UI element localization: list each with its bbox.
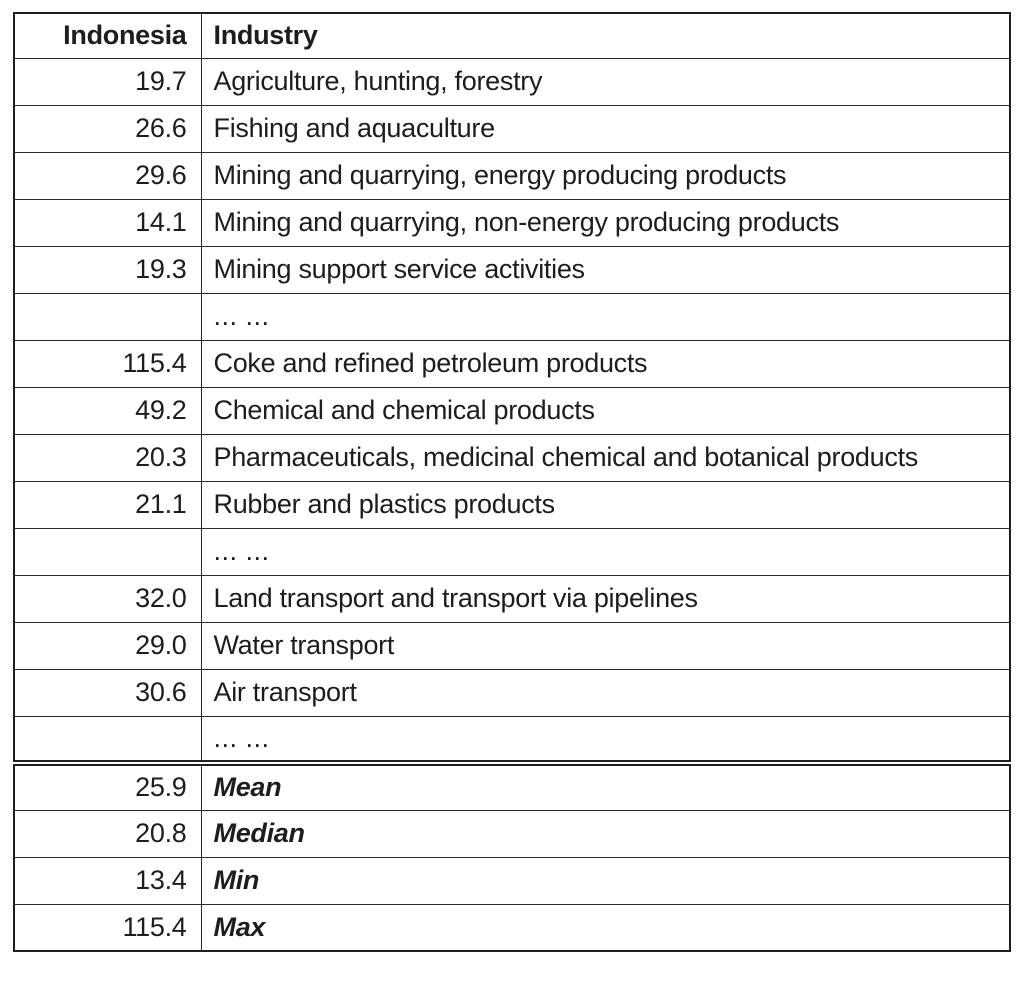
table-row: 14.1 Mining and quarrying, non-energy pro… [13,198,1011,247]
table-row: 13.4 Min [13,856,1011,905]
header-row: Indonesia Industry [13,12,1011,59]
value-cell: 26.6 [13,104,202,153]
value-cell: 20.3 [13,433,202,482]
value-cell: 29.6 [13,151,202,200]
industry-cell: Mining and quarrying, energy producing p… [200,151,1011,200]
industry-cell: Air transport [200,668,1011,717]
value-cell [13,527,202,576]
value-cell: 32.0 [13,574,202,623]
table-row: 20.8 Median [13,809,1011,858]
table-row: 25.9 Mean [13,760,1011,811]
industry-cell: Median [200,809,1011,858]
industry-cell: Chemical and chemical products [200,386,1011,435]
value-cell: 30.6 [13,668,202,717]
industry-cell: Mean [200,760,1011,811]
column-header-indonesia: Indonesia [13,12,202,59]
value-cell: 115.4 [13,903,202,952]
table-row: 29.0 Water transport [13,621,1011,670]
value-cell [13,715,202,764]
table-body: 19.7 Agriculture, hunting, forestry 26.6 Fi… [13,57,1011,952]
industry-cell: Agriculture, hunting, forestry [200,57,1011,106]
value-cell: 20.8 [13,809,202,858]
industry-table: Indonesia Industry 19.7 Agriculture, hunt… [13,12,1011,952]
table-row: ... ... [13,527,1011,576]
column-header-industry: Industry [200,12,1011,59]
table-row: 26.6 Fishing and aquaculture [13,104,1011,153]
table-row: 32.0 Land transport and transport via pip… [13,574,1011,623]
table-row: 19.3 Mining support service activities [13,245,1011,294]
industry-cell: Coke and refined petroleum products [200,339,1011,388]
table-row: ... ... [13,715,1011,764]
value-cell: 29.0 [13,621,202,670]
industry-cell: Fishing and aquaculture [200,104,1011,153]
table-row: 30.6 Air transport [13,668,1011,717]
industry-cell: Pharmaceuticals, medicinal chemical and … [200,433,1011,482]
value-cell: 13.4 [13,856,202,905]
table-row: 115.4 Coke and refined petroleum products [13,339,1011,388]
table-row: 29.6 Mining and quarrying, energy produci… [13,151,1011,200]
industry-cell: Mining and quarrying, non-energy produci… [200,198,1011,247]
value-cell: 25.9 [13,760,202,811]
value-cell: 19.3 [13,245,202,294]
value-cell: 49.2 [13,386,202,435]
industry-cell: Rubber and plastics products [200,480,1011,529]
table-row: 115.4 Max [13,903,1011,952]
industry-cell: ... ... [200,292,1011,341]
table-row: ... ... [13,292,1011,341]
table-row: 19.7 Agriculture, hunting, forestry [13,57,1011,106]
industry-cell: Mining support service activities [200,245,1011,294]
table-row: 49.2 Chemical and chemical products [13,386,1011,435]
industry-cell: Water transport [200,621,1011,670]
value-cell [13,292,202,341]
table-row: 20.3 Pharmaceuticals, medicinal chemical … [13,433,1011,482]
industry-cell: Land transport and transport via pipelin… [200,574,1011,623]
value-cell: 19.7 [13,57,202,106]
table-row: 21.1 Rubber and plastics products [13,480,1011,529]
page: Indonesia Industry 19.7 Agriculture, hunt… [13,12,1011,952]
value-cell: 14.1 [13,198,202,247]
industry-cell: ... ... [200,715,1011,764]
value-cell: 21.1 [13,480,202,529]
industry-cell: Max [200,903,1011,952]
value-cell: 115.4 [13,339,202,388]
industry-cell: Min [200,856,1011,905]
industry-cell: ... ... [200,527,1011,576]
